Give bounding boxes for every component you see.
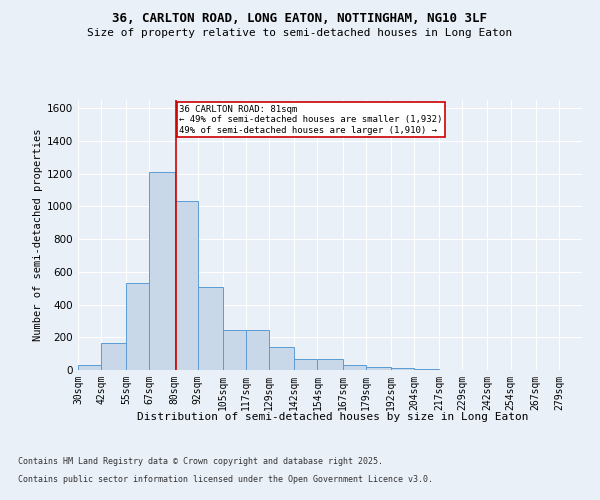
Bar bbox=[101, 343, 126, 370]
Bar bbox=[198, 286, 223, 370]
Text: Size of property relative to semi-detached houses in Long Eaton: Size of property relative to semi-detach… bbox=[88, 28, 512, 38]
Bar bbox=[366, 366, 391, 370]
Bar bbox=[343, 365, 366, 370]
Bar bbox=[391, 368, 414, 370]
Bar bbox=[78, 365, 101, 370]
Text: 36, CARLTON ROAD, LONG EATON, NOTTINGHAM, NG10 3LF: 36, CARLTON ROAD, LONG EATON, NOTTINGHAM… bbox=[113, 12, 487, 26]
Text: 36 CARLTON ROAD: 81sqm
← 49% of semi-detached houses are smaller (1,932)
49% of : 36 CARLTON ROAD: 81sqm ← 49% of semi-det… bbox=[179, 105, 443, 134]
Bar bbox=[175, 202, 198, 370]
Bar bbox=[414, 369, 439, 370]
Text: Distribution of semi-detached houses by size in Long Eaton: Distribution of semi-detached houses by … bbox=[137, 412, 529, 422]
Bar bbox=[317, 360, 343, 370]
Y-axis label: Number of semi-detached properties: Number of semi-detached properties bbox=[33, 128, 43, 341]
Text: Contains HM Land Registry data © Crown copyright and database right 2025.: Contains HM Land Registry data © Crown c… bbox=[18, 457, 383, 466]
Bar bbox=[246, 330, 269, 370]
Text: Contains public sector information licensed under the Open Government Licence v3: Contains public sector information licen… bbox=[18, 475, 433, 484]
Bar bbox=[223, 330, 246, 370]
Bar bbox=[269, 347, 294, 370]
Bar bbox=[294, 360, 317, 370]
Bar bbox=[149, 172, 175, 370]
Bar bbox=[126, 284, 149, 370]
